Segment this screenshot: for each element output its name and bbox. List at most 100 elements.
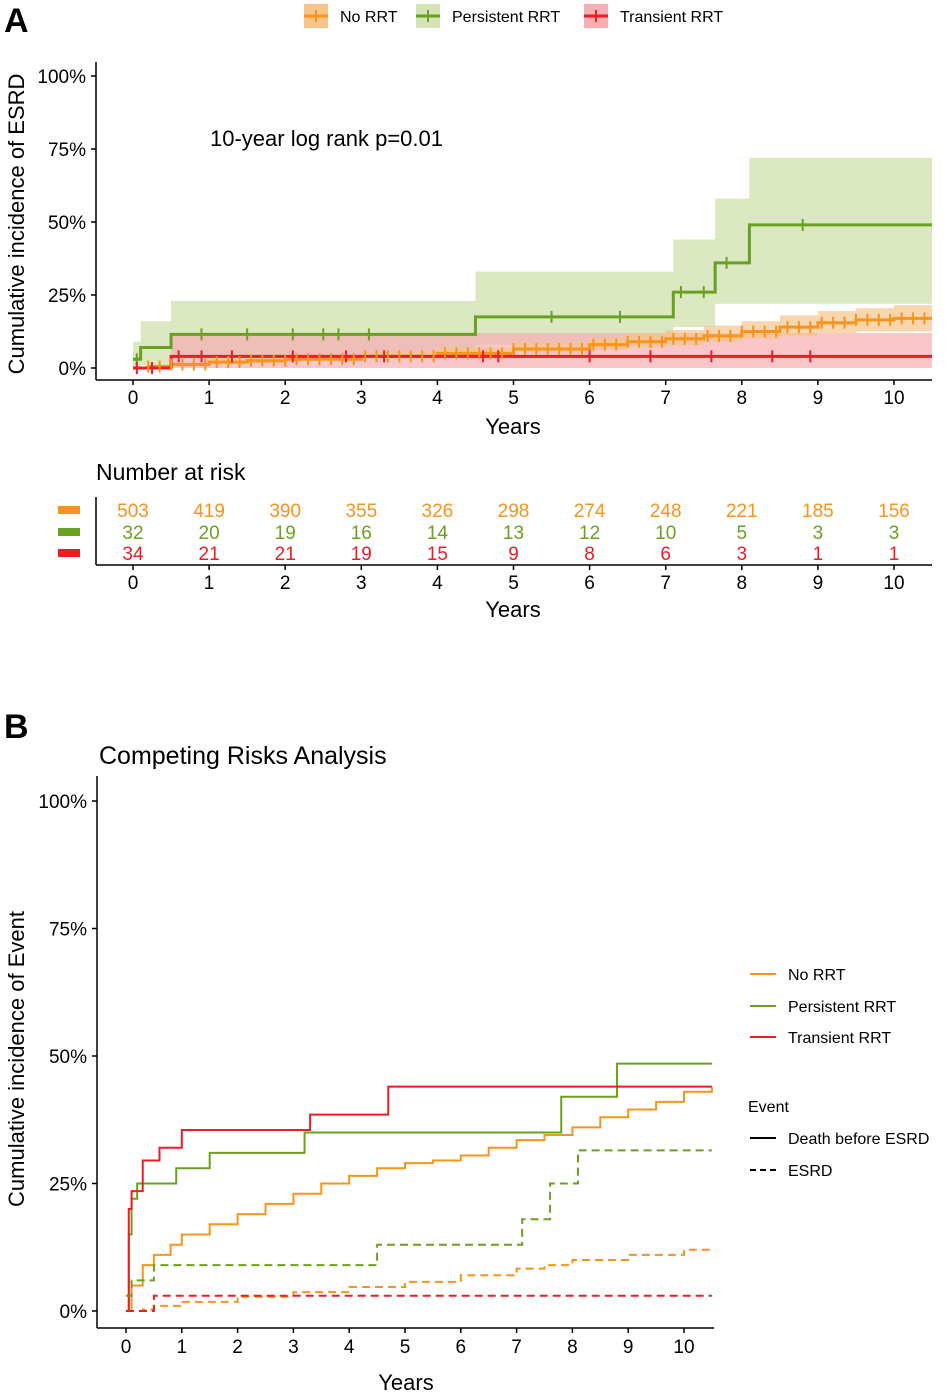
competing-line-transient-rrt-esrd: [126, 1294, 712, 1312]
panel-a-xtick-label: 5: [508, 388, 519, 409]
panel-a-xlabel: Years: [485, 414, 540, 439]
panel-b-plot-area: [126, 1062, 713, 1312]
competing-line-transient-rrt-death-before-esrd: [126, 1085, 712, 1312]
risk-count-persistent-rrt: 32: [122, 523, 143, 544]
risk-row-key-transient-rrt: [58, 549, 80, 557]
risk-xtick-label: 5: [508, 573, 519, 594]
panel-a-axes: 0% 25% 50% 75% 100% 0 1 2 3 4 5 6 7 8 9 10: [37, 62, 932, 409]
panel-a-ytick-label: 100%: [37, 67, 86, 88]
risk-count-no-rrt: 248: [650, 501, 682, 522]
panel-a-legend: No RRT Persistent RRT Transient RRT: [304, 4, 723, 28]
legend-b-label-transient: Transient RRT: [788, 1030, 891, 1047]
panel-a-ytick-label: 0%: [59, 359, 87, 380]
panel-b-xtick-label: 2: [232, 1337, 243, 1358]
legend-label-transient: Transient RRT: [620, 9, 723, 26]
risk-count-persistent-rrt: 12: [579, 523, 600, 544]
legend-b-label-no-rrt: No RRT: [788, 967, 846, 984]
panel-b-ytick-label: 75%: [49, 920, 87, 941]
risk-xtick-label: 3: [356, 573, 367, 594]
risk-count-transient-rrt: 34: [122, 544, 144, 565]
panel-b-xtick-label: 0: [121, 1337, 132, 1358]
panel-b-xtick-label: 6: [456, 1337, 467, 1358]
risk-xtick-label: 0: [128, 573, 139, 594]
risk-table-title: Number at risk: [96, 459, 246, 485]
risk-count-persistent-rrt: 10: [655, 523, 676, 544]
panel-b-xtick-label: 8: [567, 1337, 578, 1358]
risk-xtick-label: 8: [737, 573, 748, 594]
incidence-line-no-rrt: [133, 316, 933, 370]
panel-b-xtick-label: 9: [623, 1337, 634, 1358]
panel-b-title: Competing Risks Analysis: [99, 742, 387, 770]
risk-xtick-label: 9: [813, 573, 824, 594]
panel-a-ytick-label: 50%: [48, 213, 86, 234]
risk-count-no-rrt: 503: [117, 501, 149, 522]
panel-b-xtick-label: 1: [177, 1337, 188, 1358]
panel-a-ytick-label: 25%: [48, 286, 86, 307]
legend-label-persistent: Persistent RRT: [452, 9, 560, 26]
panel-a-letter: A: [4, 2, 29, 40]
panel-b-xlabel: Years: [378, 1370, 433, 1394]
panel-b-xtick-label: 7: [511, 1337, 522, 1358]
risk-count-no-rrt: 326: [422, 501, 454, 522]
panel-b-xtick-label: 3: [288, 1337, 299, 1358]
risk-count-transient-rrt: 15: [427, 544, 448, 565]
risk-count-persistent-rrt: 19: [275, 523, 296, 544]
incidence-line-persistent-rrt: [133, 223, 933, 361]
panel-b-ytick-label: 50%: [49, 1047, 87, 1068]
panel-b-letter: B: [4, 708, 29, 746]
panel-b-ytick-label: 100%: [38, 792, 87, 813]
risk-count-persistent-rrt: 3: [813, 523, 824, 544]
panel-a-xtick-label: 9: [813, 388, 824, 409]
risk-count-persistent-rrt: 14: [427, 523, 449, 544]
panel-a-xtick-label: 2: [280, 388, 291, 409]
panel-a-plot-area: [133, 157, 933, 374]
risk-count-persistent-rrt: 5: [737, 523, 748, 544]
competing-line-no-rrt-death-before-esrd: [126, 1086, 713, 1312]
panel-a-ytick-label: 75%: [48, 140, 86, 161]
risk-count-no-rrt: 298: [498, 501, 530, 522]
risk-count-transient-rrt: 1: [889, 544, 900, 565]
risk-count-transient-rrt: 19: [351, 544, 372, 565]
risk-count-transient-rrt: 1: [813, 544, 824, 565]
panel-b-legend: No RRT Persistent RRT Transient RRT Even…: [748, 967, 929, 1180]
panel-a-xtick-label: 1: [204, 388, 215, 409]
risk-count-transient-rrt: 8: [584, 544, 595, 565]
ci-band-persistent-rrt: [133, 157, 933, 368]
legend-b-label-esrd: ESRD: [788, 1163, 832, 1180]
risk-count-no-rrt: 221: [726, 501, 758, 522]
panel-a-xtick-label: 7: [660, 388, 671, 409]
risk-table-xlabel: Years: [485, 597, 540, 622]
panel-a-xtick-label: 6: [584, 388, 595, 409]
risk-xtick-label: 2: [280, 573, 291, 594]
risk-xtick-label: 4: [432, 573, 443, 594]
legend-b-label-persistent: Persistent RRT: [788, 999, 896, 1016]
risk-count-no-rrt: 419: [193, 501, 225, 522]
risk-count-transient-rrt: 21: [199, 544, 220, 565]
risk-count-transient-rrt: 9: [508, 544, 519, 565]
risk-count-transient-rrt: 6: [660, 544, 671, 565]
panel-a-xtick-label: 8: [737, 388, 748, 409]
risk-count-transient-rrt: 3: [737, 544, 748, 565]
logrank-annotation: 10-year log rank p=0.01: [210, 126, 443, 151]
panel-a-ylabel: Cumulative incidence of ESRD: [4, 74, 29, 375]
risk-row-key-no-rrt: [58, 506, 80, 514]
risk-xtick-label: 6: [584, 573, 595, 594]
legend-label-no-rrt: No RRT: [340, 9, 398, 26]
panel-a-xtick-label: 10: [883, 388, 904, 409]
risk-count-persistent-rrt: 13: [503, 523, 524, 544]
risk-xtick-label: 7: [660, 573, 671, 594]
panel-b-xtick-label: 4: [344, 1337, 355, 1358]
panel-b-ytick-label: 25%: [49, 1175, 87, 1196]
panel-b-axes: 0% 25% 50% 75% 100% 0 1 2 3 4 5 6 7 8 9 10: [38, 776, 714, 1358]
risk-row-key-persistent-rrt: [58, 528, 80, 536]
risk-count-no-rrt: 274: [574, 501, 606, 522]
panel-a-xtick-label: 4: [432, 388, 443, 409]
risk-count-persistent-rrt: 3: [889, 523, 900, 544]
risk-xtick-label: 10: [883, 573, 904, 594]
panel-a-xtick-label: 3: [356, 388, 367, 409]
panel-b-xtick-label: 10: [673, 1337, 694, 1358]
risk-count-no-rrt: 355: [345, 501, 377, 522]
risk-count-no-rrt: 185: [802, 501, 834, 522]
